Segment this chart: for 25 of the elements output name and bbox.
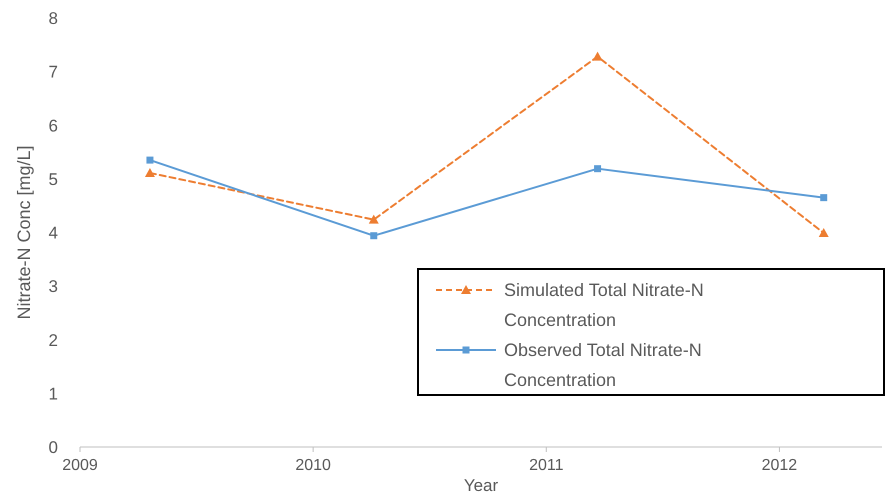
- point: [592, 52, 603, 61]
- point: [368, 214, 379, 224]
- point: [594, 165, 602, 172]
- x-tick-label: 2009: [62, 457, 98, 474]
- point: [820, 194, 828, 202]
- legend-label: Observed Total Nitrate-N Concentration: [504, 340, 702, 390]
- point: [370, 232, 378, 240]
- y-tick-label: 3: [48, 277, 58, 296]
- x-tick-label: 2011: [529, 457, 564, 474]
- y-tick-label: 0: [48, 438, 58, 457]
- y-tick-label: 2: [48, 330, 58, 350]
- x-tick-label: 2012: [762, 457, 798, 474]
- x-axis-title: Year: [464, 476, 499, 494]
- y-tick-label: 4: [48, 224, 58, 242]
- legend-label: Simulated Total Nitrate-N Concentration: [504, 280, 704, 330]
- y-tick-label: 1: [48, 384, 58, 404]
- x-tick-label: 2010: [295, 457, 332, 474]
- y-axis-title: Nitrate-N Conc [mg/L]: [14, 145, 34, 320]
- point: [146, 156, 154, 164]
- point: [144, 168, 155, 177]
- point: [818, 228, 829, 238]
- y-tick-label: 7: [48, 62, 58, 82]
- y-tick-label: 5: [48, 170, 58, 189]
- y-tick-label: 8: [48, 9, 58, 28]
- y-tick-label: 6: [48, 116, 58, 136]
